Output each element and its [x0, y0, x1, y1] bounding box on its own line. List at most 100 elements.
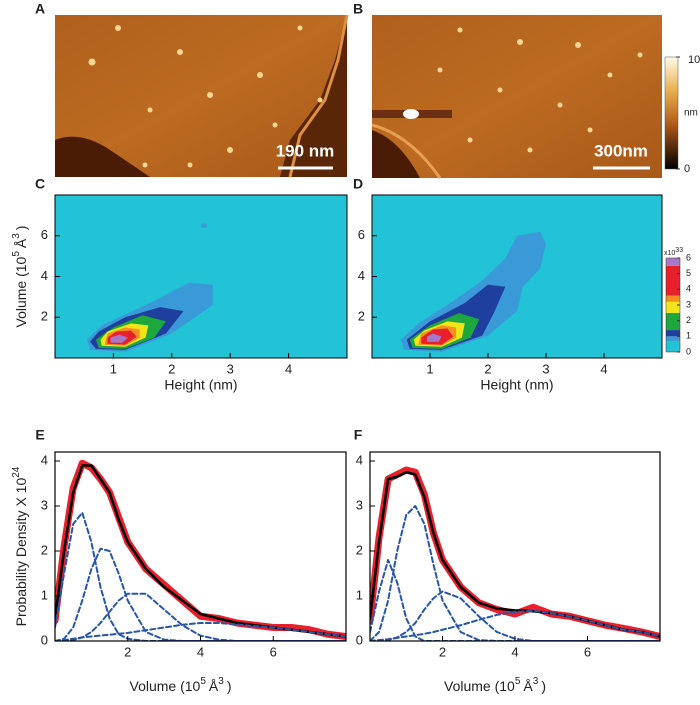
x-tick-label: 3: [227, 361, 234, 376]
axis-label: Volume (105 Å3): [11, 226, 29, 328]
y-tick-label: 6: [358, 227, 365, 242]
colorbar-band: [666, 341, 680, 352]
x-axis-label: Height (nm): [164, 377, 237, 393]
panel-label: C: [35, 176, 45, 192]
colorbar-tick-label: 6: [686, 252, 691, 262]
label-part: ): [541, 678, 546, 694]
x-tick-label: 4: [600, 361, 607, 376]
x-tick-label: 4: [197, 644, 204, 659]
scale-bar-label: 300nm: [594, 141, 648, 160]
colorbar-band: [666, 330, 680, 337]
colorbar-band: [666, 258, 680, 266]
contour-region: [110, 334, 128, 343]
x-tick-label: 1: [426, 361, 433, 376]
height-colorbar: [664, 56, 679, 170]
lines: [370, 466, 660, 641]
colorbar-tick-label: 4: [686, 284, 691, 294]
y-tick-label: 4: [358, 268, 365, 283]
colorbar-band: [666, 295, 680, 302]
y-tick-label: 0: [356, 632, 363, 647]
label-part: 5: [200, 676, 206, 687]
x-tick-label: 6: [584, 644, 591, 659]
label-part: 3: [218, 676, 224, 687]
colorbar-band: [666, 336, 680, 342]
label-part: 24: [11, 466, 22, 478]
y-tick-label: 6: [41, 227, 48, 242]
colorbar-label: x1033: [664, 247, 683, 257]
label-part: x10: [664, 250, 675, 257]
panel-label: E: [35, 427, 44, 443]
label-part: Volume (10: [13, 256, 29, 327]
y-tick-label: 1: [41, 587, 48, 602]
panel-label: D: [353, 176, 363, 192]
x-tick-label: 2: [124, 644, 131, 659]
data-line: [55, 547, 346, 641]
x-tick-label: 2: [484, 361, 491, 376]
y-tick-label: 2: [358, 309, 365, 324]
y-tick-label: 2: [356, 542, 363, 557]
x-tick-label: 1: [110, 361, 117, 376]
panel-label: B: [353, 1, 363, 17]
label-part: 5: [515, 676, 521, 687]
y-tick-label: 2: [41, 542, 48, 557]
panel-label: F: [354, 427, 363, 443]
y-tick-label: 0: [41, 632, 48, 647]
y-tick-label: 1: [356, 587, 363, 602]
label-part: Volume (10: [444, 678, 515, 694]
colorbar-tick-label: 10: [688, 54, 700, 66]
label-part: Å: [209, 678, 219, 694]
data-line: [55, 592, 346, 641]
x-tick-label: 3: [542, 361, 549, 376]
label-part: 5: [11, 251, 22, 257]
y-tick-label: 3: [41, 497, 48, 512]
contours: [401, 231, 546, 352]
label-part: 3: [533, 676, 539, 687]
colorbar-band: [666, 265, 680, 296]
label-part: Probability Density X 10: [13, 478, 29, 627]
colorbar-tick-label: 3: [686, 299, 691, 309]
label-part: Å: [523, 678, 533, 694]
contour-region: [427, 333, 442, 342]
y-tick-label: 3: [356, 497, 363, 512]
label-part: ): [227, 678, 232, 694]
afm-image-a: [55, 14, 349, 178]
lines: [55, 459, 346, 641]
panel-label: A: [35, 1, 45, 17]
x-tick-label: 2: [439, 644, 446, 659]
data-line: [370, 505, 660, 641]
afm-image-b: [371, 15, 662, 179]
data-line: [55, 511, 346, 641]
colorbar-tick-label: 0: [684, 163, 690, 175]
colorbar-label: nm: [684, 108, 698, 119]
contour-region: [201, 223, 207, 228]
label-part: 33: [675, 247, 683, 254]
x-tick-label: 4: [511, 644, 518, 659]
colorbar-tick-label: 0: [686, 346, 691, 356]
y-tick-label: 4: [41, 268, 48, 283]
x-tick-label: 4: [285, 361, 292, 376]
label-part: Å: [13, 238, 29, 248]
axis-label: Probability Density X 1024: [11, 466, 29, 626]
label-part: 3: [11, 233, 22, 239]
label-part: Volume (10: [130, 678, 201, 694]
colorbar-tick-label: 5: [686, 268, 691, 278]
contours: [87, 223, 213, 352]
x-tick-label: 2: [168, 361, 175, 376]
x-tick-label: 6: [270, 644, 277, 659]
colorbar-band: [666, 301, 680, 313]
y-tick-label: 4: [41, 452, 48, 467]
colorbar-tick-label: 2: [686, 315, 691, 325]
colorbar-tick-label: 1: [686, 331, 691, 341]
scale-bar-label: 190 nm: [276, 141, 335, 160]
label-part: ): [13, 226, 29, 231]
y-tick-label: 2: [41, 309, 48, 324]
data-line: [55, 622, 346, 641]
data-line: [370, 609, 660, 641]
y-tick-label: 4: [356, 452, 363, 467]
colorbar-band: [666, 312, 680, 331]
data-line: [55, 459, 346, 640]
